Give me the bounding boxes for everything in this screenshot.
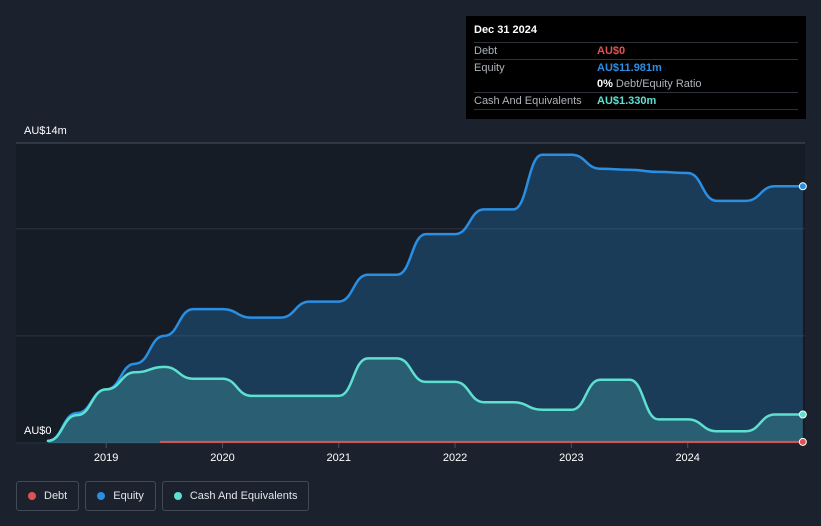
tooltip-equity-value: AU$11.981m [597, 62, 662, 74]
legend-dot-debt-icon [28, 492, 36, 500]
x-tick-label: 2020 [210, 452, 234, 464]
tooltip-cash-row: Cash And Equivalents AU$1.330m [474, 92, 798, 110]
series-lines [46, 153, 805, 443]
plot-past-shade [16, 143, 805, 443]
series-areas [48, 154, 803, 444]
tooltip-ratio-label: Debt/Equity Ratio [615, 78, 702, 90]
area-equity [48, 154, 803, 444]
legend-label-debt: Debt [44, 490, 68, 502]
legend-dot-equity-icon [97, 492, 106, 500]
end-markers [798, 182, 807, 446]
x-tick-label: 2022 [443, 452, 467, 464]
area-cash [48, 358, 803, 443]
legend-item-debt[interactable]: Debt [16, 481, 80, 511]
tooltip-panel: Dec 31 2024 Debt AU$0 Equity AU$11.981m … [466, 16, 806, 119]
x-tick-label: 2024 [675, 452, 699, 464]
x-axis-ticks: 2019 2020 2021 2022 2023 2024 [94, 443, 700, 464]
tooltip-ratio-percent: 0% [597, 78, 613, 90]
x-tick-label: 2021 [327, 452, 351, 464]
x-tick-label: 2023 [559, 452, 583, 464]
end-marker-debt [798, 437, 807, 446]
tooltip-debt-row: Debt AU$0 [474, 42, 798, 59]
end-marker-cash [798, 410, 807, 419]
legend-item-equity[interactable]: Equity [85, 481, 156, 511]
y-axis-max-label: AU$14m [24, 125, 67, 137]
legend-item-cash[interactable]: Cash And Equivalents [161, 481, 310, 511]
legend-label-cash: Cash And Equivalents [189, 490, 298, 502]
tooltip-equity-label: Equity [474, 62, 505, 74]
tooltip-debt-label: Debt [474, 45, 498, 57]
line-cash [46, 357, 805, 443]
tooltip-equity-row: Equity AU$11.981m [474, 59, 798, 76]
grid-lines [16, 142, 805, 444]
x-tick-label: 2019 [94, 452, 118, 464]
tooltip-debt-value: AU$0 [597, 45, 626, 57]
line-equity [46, 153, 805, 443]
legend-label-equity: Equity [113, 490, 144, 502]
tooltip-cash-value: AU$1.330m [597, 95, 657, 107]
end-marker-equity [798, 182, 807, 191]
chart-legend: Debt Equity Cash And Equivalents [16, 481, 310, 511]
tooltip-cash-label: Cash And Equivalents [474, 95, 582, 107]
tooltip-ratio-row: 0% Debt/Equity Ratio [474, 76, 798, 92]
tooltip-date: Dec 31 2024 [474, 24, 537, 36]
y-axis-min-label: AU$0 [24, 425, 52, 437]
legend-dot-cash-icon [173, 492, 182, 500]
